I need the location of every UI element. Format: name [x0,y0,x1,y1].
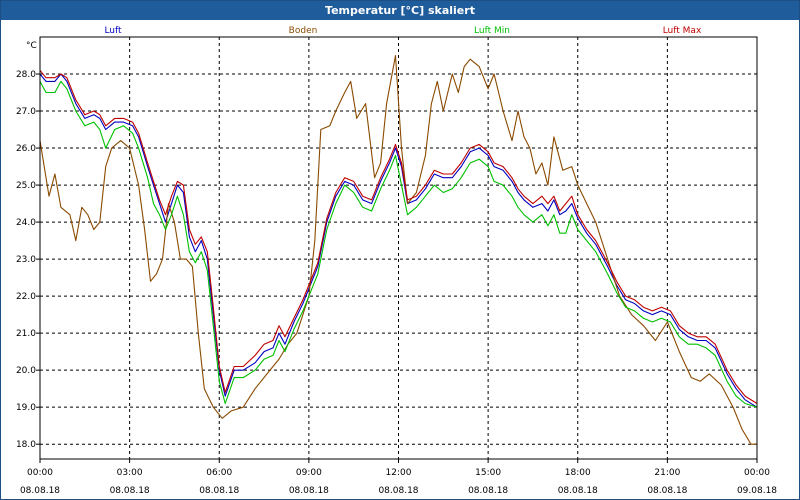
x-tick-time: 00:00 [744,468,770,478]
x-tick-time: 15:00 [475,468,501,478]
series-line-boden [39,54,757,445]
legend-item: Luft Min [474,26,510,36]
y-tick-label: 21.0 [16,329,36,339]
x-tick-date: 08.08.18 [110,486,150,496]
x-tick-date: 09.08.18 [737,486,777,496]
x-tick-date: 08.08.18 [647,486,687,496]
y-tick-label: 26.0 [16,144,36,154]
x-tick-date: 08.08.18 [199,486,239,496]
series-line-luft-min [39,80,758,408]
x-tick-time: 18:00 [565,468,591,478]
y-axis-labels: 18.0 19.0 20.0 21.0 22.0 23.0 24.0 25.0 26.0 27.0… [16,70,40,450]
series-lines [39,54,758,445]
series-line-luft [39,73,758,408]
y-tick-label: 27.0 [16,107,36,117]
y-axis-unit: °C [26,41,37,51]
legend: Luft Boden Luft Min Luft Max [104,26,702,36]
chart-title: Temperatur [°C] skaliert [1,1,799,20]
x-tick-time: 03:00 [117,468,143,478]
x-tick-date: 08.08.18 [558,486,598,496]
x-tick-date: 08.08.18 [20,486,60,496]
y-tick-label: 28.0 [16,70,36,80]
x-tick-date: 08.08.18 [468,486,508,496]
x-tick-date: 08.08.18 [378,486,418,496]
y-tick-label: 20.0 [16,366,36,376]
y-tick-label: 22.0 [16,292,36,302]
x-axis-labels: 00:00 08.08.18 03:00 08.08.18 06:00 08.08.18 0… [20,459,777,496]
legend-item: Boden [289,26,318,36]
x-tick-time: 21:00 [654,468,680,478]
y-tick-label: 23.0 [16,255,36,265]
x-tick-time: 00:00 [27,468,53,478]
y-tick-label: 25.0 [16,181,36,191]
y-tick-label: 24.0 [16,218,36,228]
x-tick-time: 12:00 [386,468,412,478]
x-tick-time: 09:00 [296,468,322,478]
x-tick-time: 06:00 [206,468,232,478]
series-line-luft-max [39,69,758,404]
y-tick-label: 18.0 [16,440,36,450]
legend-item: Luft Max [663,26,702,36]
legend-item: Luft [104,26,122,36]
y-tick-label: 19.0 [16,403,36,413]
x-tick-date: 08.08.18 [289,486,329,496]
